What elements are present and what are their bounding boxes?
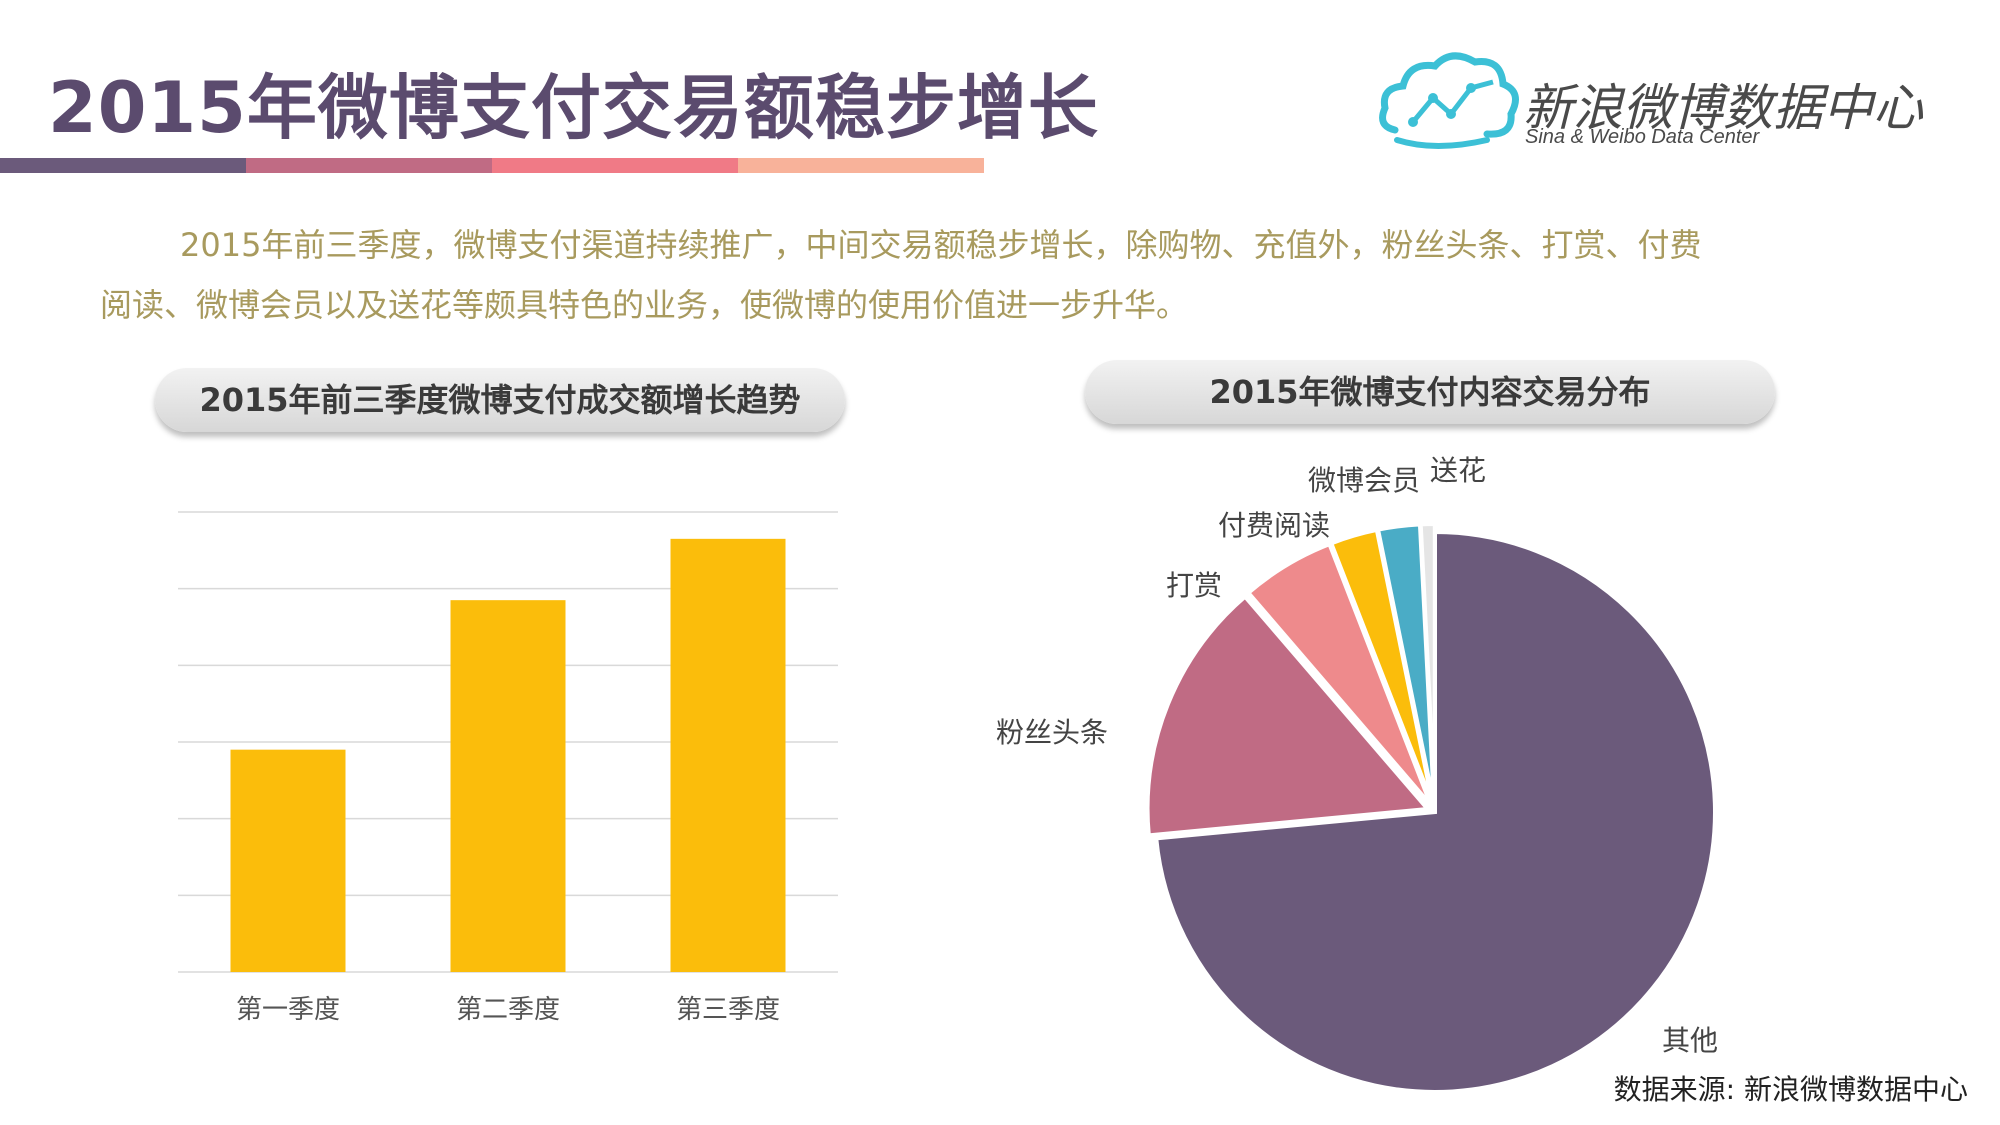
intro-line-2: 阅读、微博会员以及送花等颇具特色的业务，使微博的使用价值进一步升华。 [100,286,1189,324]
pie-label: 送花 [1430,454,1486,487]
pie-slice [1245,541,1433,807]
underline-segment [492,158,738,173]
pie-slice [1145,593,1432,838]
pie-label: 付费阅读 [1218,509,1330,542]
cloud-chart-icon [1379,52,1519,149]
pie-label: 微博会员 [1308,464,1420,497]
intro-paragraph: 2015年前三季度，微博支付渠道持续推广，中间交易额稳步增长，除购物、充值外，粉… [100,215,1800,335]
x-tick-label: 第二季度 [456,995,560,1025]
logo-name-cn: 新浪微博数据中心 [1523,79,1923,137]
underline-segment [246,158,492,173]
logo-name-en: Sina & Weibo Data Center [1525,126,1760,148]
pie-label: 其他 [1662,1024,1718,1057]
pie-slice [1418,522,1437,805]
intro-line-1: 2015年前三季度，微博支付渠道持续推广，中间交易额稳步增长，除购物、充值外，粉… [180,226,1702,264]
x-tick-label: 第一季度 [236,995,340,1025]
pie-label: 粉丝头条 [996,716,1108,749]
bar [670,538,786,972]
bar [230,749,346,972]
underline-segment [738,158,984,173]
page-title: 2015年微博支付交易额稳步增长 [48,67,1099,149]
bar-chart-title: 2015年前三季度微博支付成交额增长趋势 [155,368,845,432]
pie-slice [1154,529,1717,1094]
x-tick-label: 第三季度 [676,995,780,1025]
pie-chart-title: 2015年微博支付内容交易分布 [1085,360,1775,424]
bar [450,600,566,972]
underline-segment [0,158,246,173]
data-source: 数据来源: 新浪微博数据中心 [1613,1073,1968,1106]
pie-label: 打赏 [1166,569,1222,602]
logo: 新浪微博数据中心 Sina & Weibo Data Center [1375,48,1975,168]
